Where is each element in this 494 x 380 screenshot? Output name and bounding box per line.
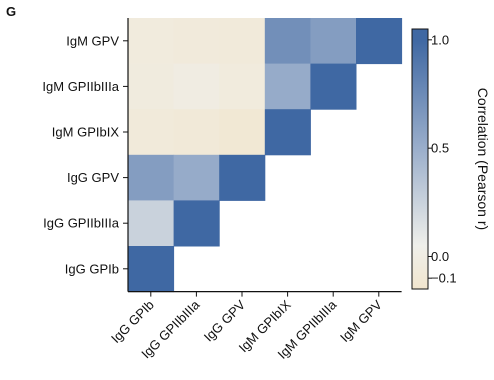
heatmap-cell — [173, 18, 220, 65]
row-labels: IgM GPV IgM GPIIbIIIa IgM GPIbIX IgG GPV IgG… — [42, 33, 119, 276]
heatmap-cell — [128, 246, 175, 293]
colorbar-gradient — [411, 28, 429, 290]
heatmap-cell — [173, 154, 220, 201]
heatmap-cell — [356, 18, 403, 65]
heatmap-cells — [128, 18, 403, 293]
colorbar-tick-label: 1.0 — [431, 32, 449, 47]
heatmap-cell — [128, 154, 175, 201]
heatmap-cell — [219, 18, 266, 65]
row-tick-label: IgG GPIb — [65, 261, 119, 276]
heatmap-cell — [219, 63, 266, 110]
row-tick-label: IgM GPIbIX — [52, 125, 120, 140]
column-tick-label: IgG GPV — [201, 297, 249, 345]
heatmap-cell — [128, 109, 175, 156]
heatmap-cell — [219, 154, 266, 201]
heatmap-cell — [264, 18, 311, 65]
colorbar-title: Correlation (Pearson r) — [475, 88, 491, 230]
heatmap-cell — [219, 109, 266, 156]
row-tick-label: IgM GPIIbIIIa — [42, 79, 119, 94]
heatmap-cell — [128, 200, 175, 247]
heatmap-cell — [128, 18, 175, 65]
panel-label: G — [6, 4, 17, 19]
colorbar-tick-label: 0.0 — [431, 249, 449, 264]
colorbar: 1.0 0.5 0.0 −0.1 Correlation (Pearson r) — [411, 28, 491, 290]
heatmap-cell — [173, 200, 220, 247]
colorbar-tick-label: −0.1 — [431, 271, 457, 286]
heatmap-cell — [264, 63, 311, 110]
column-tick-label: IgM GPV — [337, 297, 385, 345]
row-tick-label: IgG GPIIbIIIa — [43, 216, 120, 231]
row-tick-label: IgM GPV — [66, 33, 119, 48]
heatmap-cell — [310, 18, 357, 65]
heatmap-cell — [173, 109, 220, 156]
heatmap-cell — [128, 63, 175, 110]
row-tick-label: IgG GPV — [67, 170, 119, 185]
heatmap-cell — [264, 109, 311, 156]
colorbar-tick-label: 0.5 — [431, 141, 449, 156]
heatmap-axes — [123, 18, 402, 297]
heatmap-cell — [173, 63, 220, 110]
heatmap-cell — [310, 63, 357, 110]
